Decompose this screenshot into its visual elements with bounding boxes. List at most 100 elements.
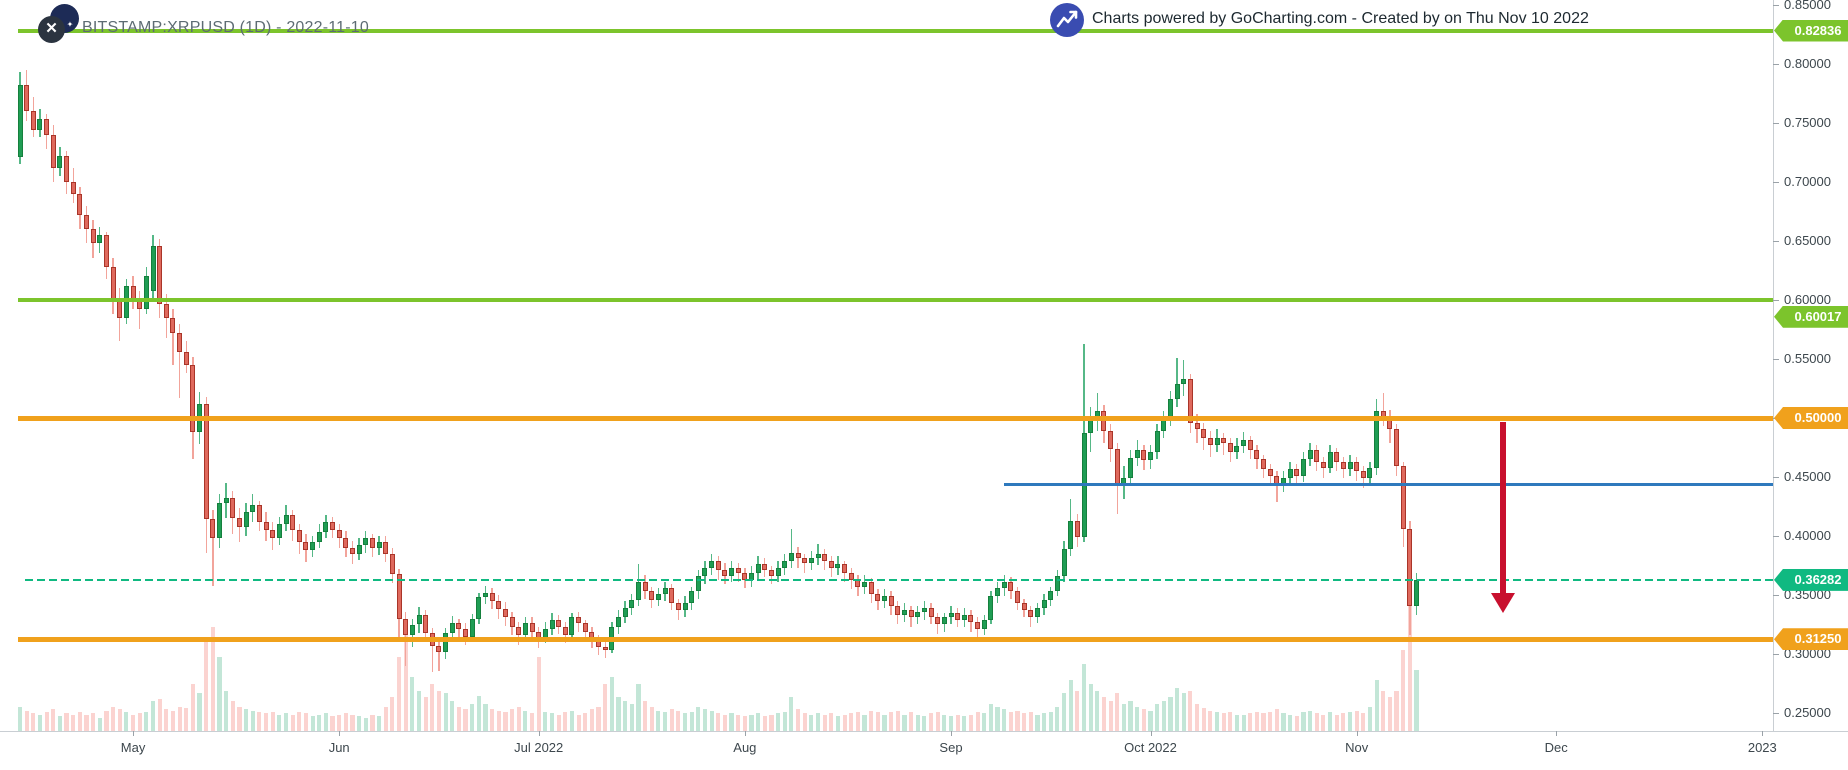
volume-bar — [1168, 697, 1173, 731]
candle — [103, 235, 109, 267]
volume-bar — [596, 706, 601, 731]
volume-bar — [1327, 712, 1333, 731]
candle — [256, 505, 262, 522]
time-axis-label: Nov — [1345, 740, 1369, 755]
candle — [908, 610, 914, 618]
candle — [582, 623, 588, 632]
level-line-resistance-mid[interactable] — [18, 297, 1773, 302]
candle — [722, 570, 728, 577]
volume-bar — [510, 709, 515, 731]
price-axis-tick — [1773, 477, 1779, 478]
volume-bar — [795, 709, 801, 731]
candle — [369, 538, 375, 548]
volume-bar — [742, 716, 747, 731]
candle — [968, 615, 974, 623]
trend-arrow-down[interactable] — [1490, 421, 1515, 613]
volume-bar — [217, 656, 222, 731]
candle — [1300, 459, 1306, 476]
volume-bar — [1022, 713, 1027, 731]
candle — [715, 560, 721, 571]
powered-by-text: Charts powered by GoCharting.com - Creat… — [1092, 10, 1589, 27]
candle — [928, 607, 934, 618]
volume-bar — [443, 693, 448, 731]
volume-bar — [463, 709, 468, 731]
volume-bar — [310, 716, 315, 731]
candle — [1108, 430, 1114, 449]
volume-bar — [1088, 683, 1093, 731]
level-line-last-price-line[interactable] — [25, 578, 1773, 582]
candle — [1347, 461, 1353, 469]
volume-bar — [483, 704, 488, 731]
volume-bar — [922, 716, 927, 731]
price-axis-tick — [1773, 713, 1779, 714]
candle — [948, 612, 954, 618]
candle — [183, 351, 189, 365]
level-line-support-0.3125[interactable] — [18, 636, 1773, 642]
volume-bar — [323, 713, 328, 731]
volume-bar — [1175, 687, 1180, 731]
volume-bar — [51, 709, 56, 731]
candle-wick — [1183, 360, 1185, 396]
candle — [376, 541, 382, 548]
level-line-resistance-0.50[interactable] — [18, 415, 1773, 421]
volume-bar — [1314, 713, 1319, 731]
candle — [1021, 603, 1027, 611]
volume-bar — [71, 714, 76, 731]
volume-bar — [170, 710, 176, 731]
volume-bar — [184, 708, 189, 731]
volume-bar — [749, 714, 754, 731]
price-axis-tick — [1773, 359, 1779, 360]
candle — [569, 617, 575, 636]
candle — [436, 645, 442, 652]
candle — [921, 607, 927, 612]
candle — [1015, 591, 1020, 604]
candle — [1214, 438, 1220, 446]
candle — [489, 592, 495, 601]
level-line-resistance-upper[interactable] — [18, 28, 1773, 33]
candle — [788, 552, 794, 561]
volume-bar — [283, 713, 289, 731]
volume-bar — [357, 716, 362, 731]
candle — [835, 564, 841, 568]
volume-bar — [224, 690, 229, 731]
candle — [1054, 576, 1060, 592]
candle — [356, 545, 362, 554]
plot-area[interactable] — [0, 0, 1773, 731]
candle — [70, 182, 76, 194]
candle — [1101, 410, 1107, 431]
volume-bar — [1347, 712, 1353, 731]
candle — [602, 646, 608, 651]
volume-bar — [915, 714, 920, 731]
price-axis-label: 0.40000 — [1784, 528, 1831, 543]
volume-bar — [476, 695, 481, 731]
candle — [529, 623, 535, 632]
candle — [250, 505, 256, 513]
candle — [782, 560, 788, 568]
volume-bar — [111, 706, 116, 731]
level-line-support-blue[interactable] — [1004, 483, 1773, 487]
candle — [243, 512, 249, 527]
volume-bar — [377, 716, 382, 731]
candle-wick — [139, 290, 141, 330]
candle — [1340, 461, 1346, 469]
price-axis-label: 0.45000 — [1784, 469, 1831, 484]
volume-bar — [576, 714, 581, 731]
volume-bar — [157, 698, 162, 731]
volume-bar — [197, 693, 202, 731]
candle — [562, 626, 568, 636]
volume-bar — [1035, 714, 1040, 731]
volume-bar — [370, 714, 375, 731]
candle-wick — [438, 639, 440, 671]
candle — [941, 617, 947, 625]
price-axis-label: 0.70000 — [1784, 174, 1831, 189]
volume-bar — [623, 701, 628, 731]
volume-bar — [709, 710, 714, 731]
volume-bar — [536, 656, 541, 731]
candle — [509, 617, 515, 627]
candle — [1088, 420, 1094, 434]
candle — [1061, 548, 1067, 577]
time-axis-tick — [744, 731, 746, 736]
volume-bar — [303, 713, 309, 731]
volume-bar — [988, 704, 993, 731]
candle-wick — [804, 553, 806, 573]
